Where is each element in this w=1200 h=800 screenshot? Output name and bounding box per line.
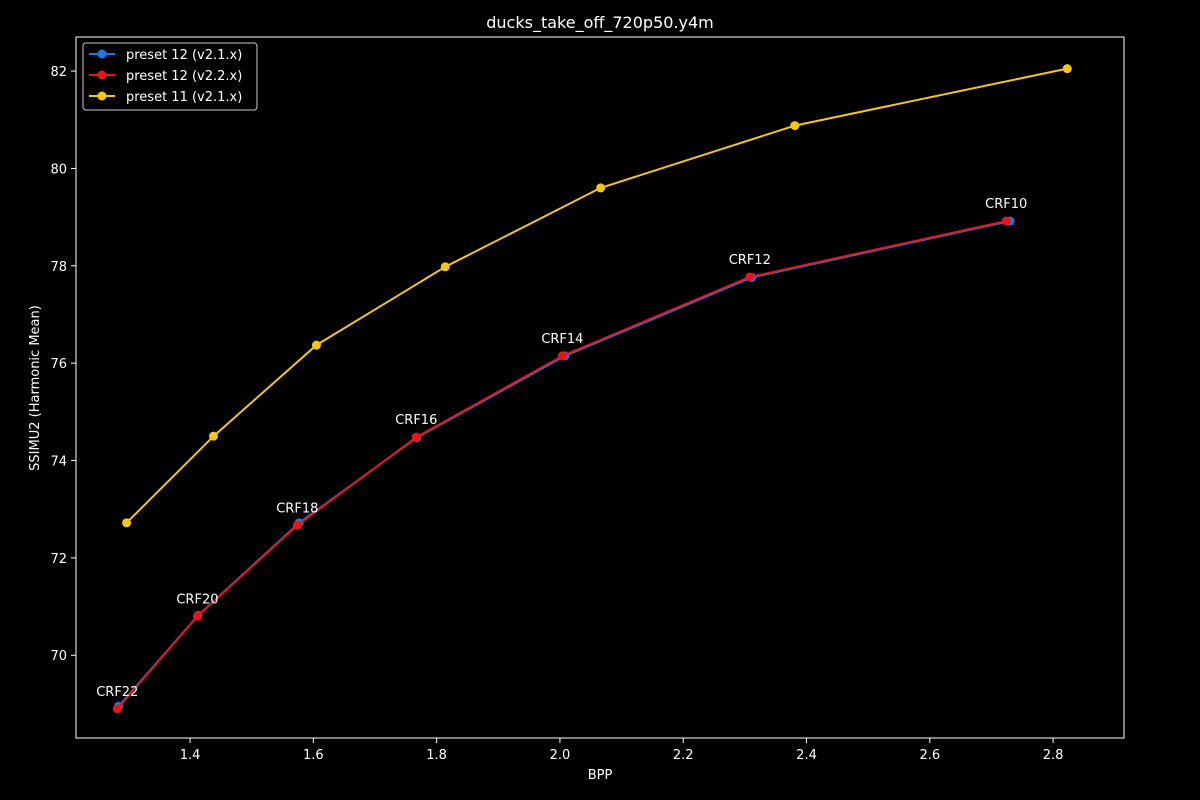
plot-area: 1.4 1.6 1.8 2.0 2.2 2.4 2.6 2.8 70 72 74 76 78 80 82 CR… (50, 36, 1125, 763)
legend-label-2: preset 11 (v2.1.x) (126, 90, 242, 105)
y-tick-label: 78 (50, 260, 67, 275)
crf-annotation: CRF22 (96, 685, 138, 700)
series-2-point (790, 121, 800, 131)
series-1-point (557, 351, 567, 361)
series-2-point (596, 183, 606, 193)
crf-annotation: CRF10 (985, 197, 1027, 212)
plot-frame (75, 36, 1125, 739)
crf-annotation: CRF16 (395, 413, 437, 428)
crf-annotation: CRF18 (276, 501, 318, 516)
y-tick-label: 70 (50, 649, 67, 664)
series-2-point (1062, 64, 1072, 74)
x-tick-label: 1.8 (426, 748, 447, 763)
x-tick-label: 2.8 (1043, 748, 1064, 763)
legend-marker-2 (97, 91, 107, 101)
y-tick-label: 74 (50, 455, 67, 470)
y-tick-label: 76 (50, 357, 67, 372)
x-tick-label: 2.4 (796, 748, 817, 763)
y-axis-label: SSIMU2 (Harmonic Mean) (28, 305, 43, 471)
x-tick-label: 2.0 (550, 748, 571, 763)
series-2-point (122, 518, 132, 528)
series-2-point (440, 262, 450, 272)
y-tick-label: 80 (50, 162, 67, 177)
legend-marker-0 (97, 49, 107, 59)
crf-annotation: CRF20 (176, 592, 218, 607)
legend-marker-1 (97, 70, 107, 80)
legend: preset 12 (v2.1.x) preset 12 (v2.2.x) pres… (82, 42, 258, 111)
x-tick-label: 1.4 (180, 748, 201, 763)
series-2-point (208, 431, 218, 441)
crf-annotation: CRF12 (729, 253, 771, 268)
x-axis-label: BPP (588, 768, 613, 783)
x-tick-label: 1.6 (303, 748, 324, 763)
series-1-point (192, 611, 202, 621)
series-2-point (311, 340, 321, 350)
series-1-point (1001, 216, 1011, 226)
y-tick-label: 82 (50, 65, 67, 80)
x-tick-label: 2.2 (673, 748, 694, 763)
x-tick-label: 2.6 (919, 748, 940, 763)
series-1-point (292, 520, 302, 530)
series-1-point (411, 432, 421, 442)
series-1-point (745, 272, 755, 282)
legend-box (82, 42, 258, 111)
crf-annotation: CRF14 (541, 332, 583, 347)
chart-title: ducks_take_off_720p50.y4m (486, 13, 714, 33)
y-tick-label: 72 (50, 552, 67, 567)
series-1-point (112, 704, 122, 714)
legend-label-1: preset 12 (v2.2.x) (126, 69, 242, 84)
legend-label-0: preset 12 (v2.1.x) (126, 48, 242, 63)
